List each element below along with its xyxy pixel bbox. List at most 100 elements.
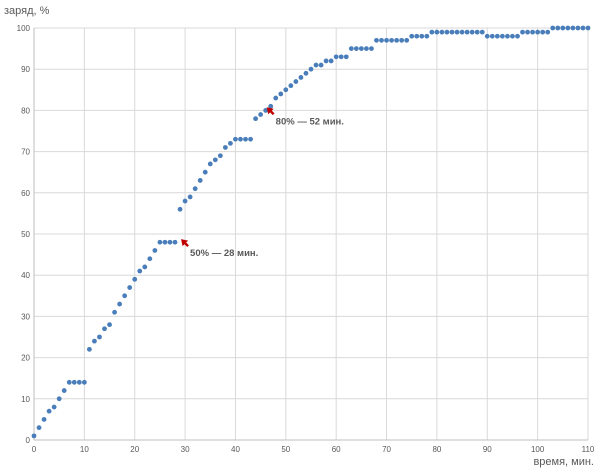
data-point bbox=[389, 37, 394, 43]
data-point bbox=[364, 46, 369, 51]
data-point bbox=[545, 29, 551, 35]
y-tick-label: 70 bbox=[21, 148, 30, 157]
data-point bbox=[570, 25, 576, 31]
data-point bbox=[87, 346, 92, 352]
data-point bbox=[318, 62, 324, 68]
data-point bbox=[228, 140, 233, 146]
data-point bbox=[278, 91, 284, 97]
data-point bbox=[580, 25, 586, 31]
data-point bbox=[394, 37, 400, 43]
annotation-label: 50% — 28 мин. bbox=[190, 248, 258, 259]
x-tick-label: 70 bbox=[382, 445, 391, 454]
data-point bbox=[157, 239, 163, 245]
data-point bbox=[379, 37, 384, 43]
data-point bbox=[510, 33, 515, 39]
data-point bbox=[429, 29, 435, 35]
y-tick-label: 20 bbox=[21, 354, 30, 363]
data-point bbox=[399, 37, 405, 43]
data-point bbox=[31, 433, 37, 439]
data-point bbox=[212, 157, 218, 163]
data-point bbox=[338, 54, 344, 60]
data-point bbox=[358, 46, 364, 51]
data-point bbox=[464, 29, 470, 35]
data-point bbox=[585, 25, 591, 31]
data-point bbox=[51, 404, 57, 410]
data-point bbox=[343, 54, 349, 60]
data-point bbox=[444, 29, 450, 35]
data-point bbox=[308, 66, 314, 72]
data-point bbox=[142, 264, 148, 270]
data-point bbox=[313, 62, 319, 68]
tick-labels: 0 10 20 30 40 50 60 70 80 90 100 0 10 20 30 40 50 60 70 80 9… bbox=[17, 24, 595, 454]
data-point bbox=[177, 206, 183, 212]
data-point bbox=[187, 194, 193, 200]
data-point bbox=[293, 79, 299, 84]
data-point bbox=[560, 25, 566, 31]
data-point bbox=[152, 248, 158, 253]
data-points bbox=[31, 25, 591, 439]
data-point bbox=[66, 379, 72, 385]
data-point bbox=[192, 186, 198, 192]
data-point bbox=[71, 379, 77, 385]
grid bbox=[34, 27, 589, 440]
data-point bbox=[575, 25, 581, 31]
data-point bbox=[238, 136, 243, 142]
x-tick-label: 110 bbox=[582, 445, 595, 454]
data-point bbox=[540, 29, 546, 35]
data-point bbox=[333, 54, 339, 60]
x-tick-label: 40 bbox=[231, 445, 240, 454]
data-point bbox=[414, 33, 420, 39]
data-point bbox=[132, 276, 138, 282]
data-point bbox=[419, 33, 425, 39]
data-point bbox=[248, 136, 253, 142]
x-tick-label: 90 bbox=[483, 445, 492, 454]
y-axis-title: заряд, % bbox=[4, 5, 50, 17]
data-point bbox=[81, 379, 87, 385]
data-point bbox=[459, 29, 465, 35]
data-point bbox=[374, 37, 379, 43]
data-point bbox=[530, 29, 535, 35]
data-point bbox=[233, 136, 238, 142]
data-point bbox=[499, 33, 505, 39]
data-point bbox=[525, 29, 530, 35]
data-point bbox=[384, 37, 389, 43]
data-point bbox=[515, 33, 520, 39]
data-point bbox=[474, 29, 480, 35]
x-axis-title: время, мин. bbox=[533, 456, 594, 468]
y-tick-label: 100 bbox=[17, 24, 31, 33]
y-tick-label: 60 bbox=[21, 189, 30, 198]
data-point bbox=[323, 58, 329, 64]
annotations: 50% — 28 мин. 80% — 52 мин. bbox=[181, 107, 344, 259]
data-point bbox=[76, 379, 82, 385]
data-point bbox=[36, 425, 42, 431]
data-point bbox=[484, 33, 490, 39]
data-point bbox=[449, 29, 455, 35]
y-tick-label: 90 bbox=[21, 65, 30, 74]
y-tick-label: 80 bbox=[21, 106, 30, 115]
data-point bbox=[253, 116, 258, 122]
data-point bbox=[197, 178, 203, 183]
y-tick-label: 10 bbox=[21, 395, 30, 404]
data-point bbox=[182, 198, 188, 204]
data-point bbox=[167, 239, 173, 245]
data-point bbox=[207, 161, 213, 167]
data-point bbox=[454, 29, 460, 35]
data-point bbox=[353, 46, 359, 51]
x-tick-label: 60 bbox=[332, 445, 341, 454]
data-point bbox=[46, 408, 52, 414]
data-point bbox=[268, 103, 274, 109]
data-point bbox=[56, 396, 62, 402]
x-tick-label: 30 bbox=[181, 445, 190, 454]
data-point bbox=[217, 153, 223, 159]
data-point bbox=[222, 145, 228, 150]
data-point bbox=[328, 58, 334, 64]
data-point bbox=[258, 112, 264, 117]
data-point bbox=[202, 169, 208, 175]
data-point bbox=[97, 334, 102, 340]
y-tick-label: 0 bbox=[26, 436, 31, 445]
data-point bbox=[550, 25, 556, 31]
data-point bbox=[273, 95, 279, 101]
annotation-label: 80% — 52 мин. bbox=[276, 116, 344, 127]
